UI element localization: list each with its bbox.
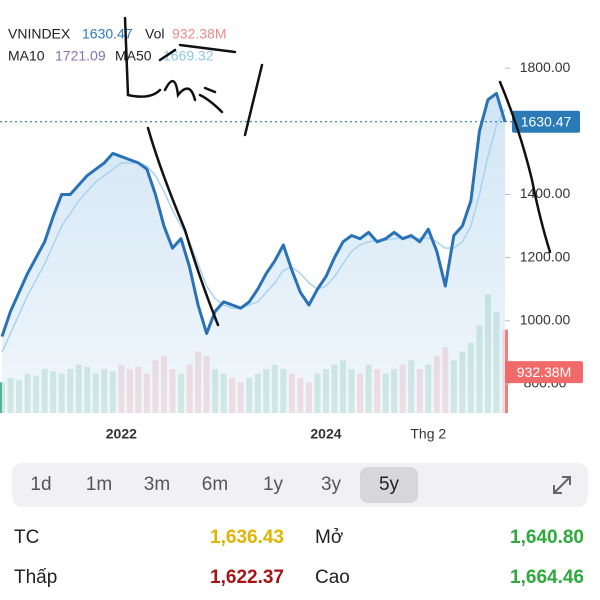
stat-label: Mở (315, 527, 344, 548)
legend-name: Vol (145, 26, 164, 42)
stat-label: Thấp (14, 567, 58, 588)
volume-badge (505, 361, 583, 384)
y-tick-label: 1400.00 (520, 185, 571, 201)
range-tab[interactable]: 1m (85, 474, 113, 495)
hand-annotation (123, 16, 552, 327)
range-tab[interactable]: 3m (143, 474, 171, 495)
expand-icon[interactable] (550, 473, 574, 497)
stat-value: 1,622.37 (210, 567, 284, 588)
legend-name: VNINDEX (8, 26, 71, 42)
range-tabs: 1d 1m 3m 6m 1y 3y 5y (12, 463, 588, 507)
stat-value: 1,664.46 (510, 567, 584, 588)
legend-value: 1630.47 (82, 26, 133, 42)
price-line (0, 91, 507, 338)
stat-label: TC (14, 527, 40, 548)
x-tick-label: 2022 (106, 426, 137, 442)
annotation: Lần 1 (128, 100, 131, 103)
legend-value: 932.38M (172, 26, 226, 42)
y-tick-label: 1200.00 (520, 248, 571, 264)
stat-value: 1,640.80 (510, 527, 584, 548)
x-tick-label: 2024 (310, 426, 341, 442)
y-tick-label: 1000.00 (520, 311, 571, 327)
legend-value: 1669.32 (163, 48, 214, 64)
handwriting (243, 63, 264, 137)
legend-value: 1721.09 (55, 48, 106, 64)
chart: 800.001000.001200.001400.001800.001630.4… (0, 16, 583, 442)
stat-value: 1,636.43 (210, 527, 284, 548)
y-tick-label: 1800.00 (520, 59, 571, 75)
range-tab[interactable]: 1d (30, 474, 52, 495)
price-area (2, 93, 505, 413)
price-badge (512, 110, 580, 133)
stat-label: Cao (315, 567, 350, 588)
legend-name: MA50 (115, 48, 152, 64)
range-tab[interactable]: 3y (320, 474, 342, 495)
price-badge-label: 1630.47 (521, 113, 572, 129)
x-tick-label: Thg 2 (410, 426, 446, 442)
volume-badge-label: 932.38M (517, 364, 571, 380)
handwriting (123, 16, 237, 114)
legend-name: MA10 (8, 48, 45, 64)
range-tab[interactable]: 1y (262, 474, 284, 495)
hand-stroke (146, 126, 220, 327)
range-tab[interactable]: 6m (201, 474, 229, 495)
hand-stroke (498, 80, 552, 254)
range-tab[interactable]: 5y (360, 467, 418, 503)
